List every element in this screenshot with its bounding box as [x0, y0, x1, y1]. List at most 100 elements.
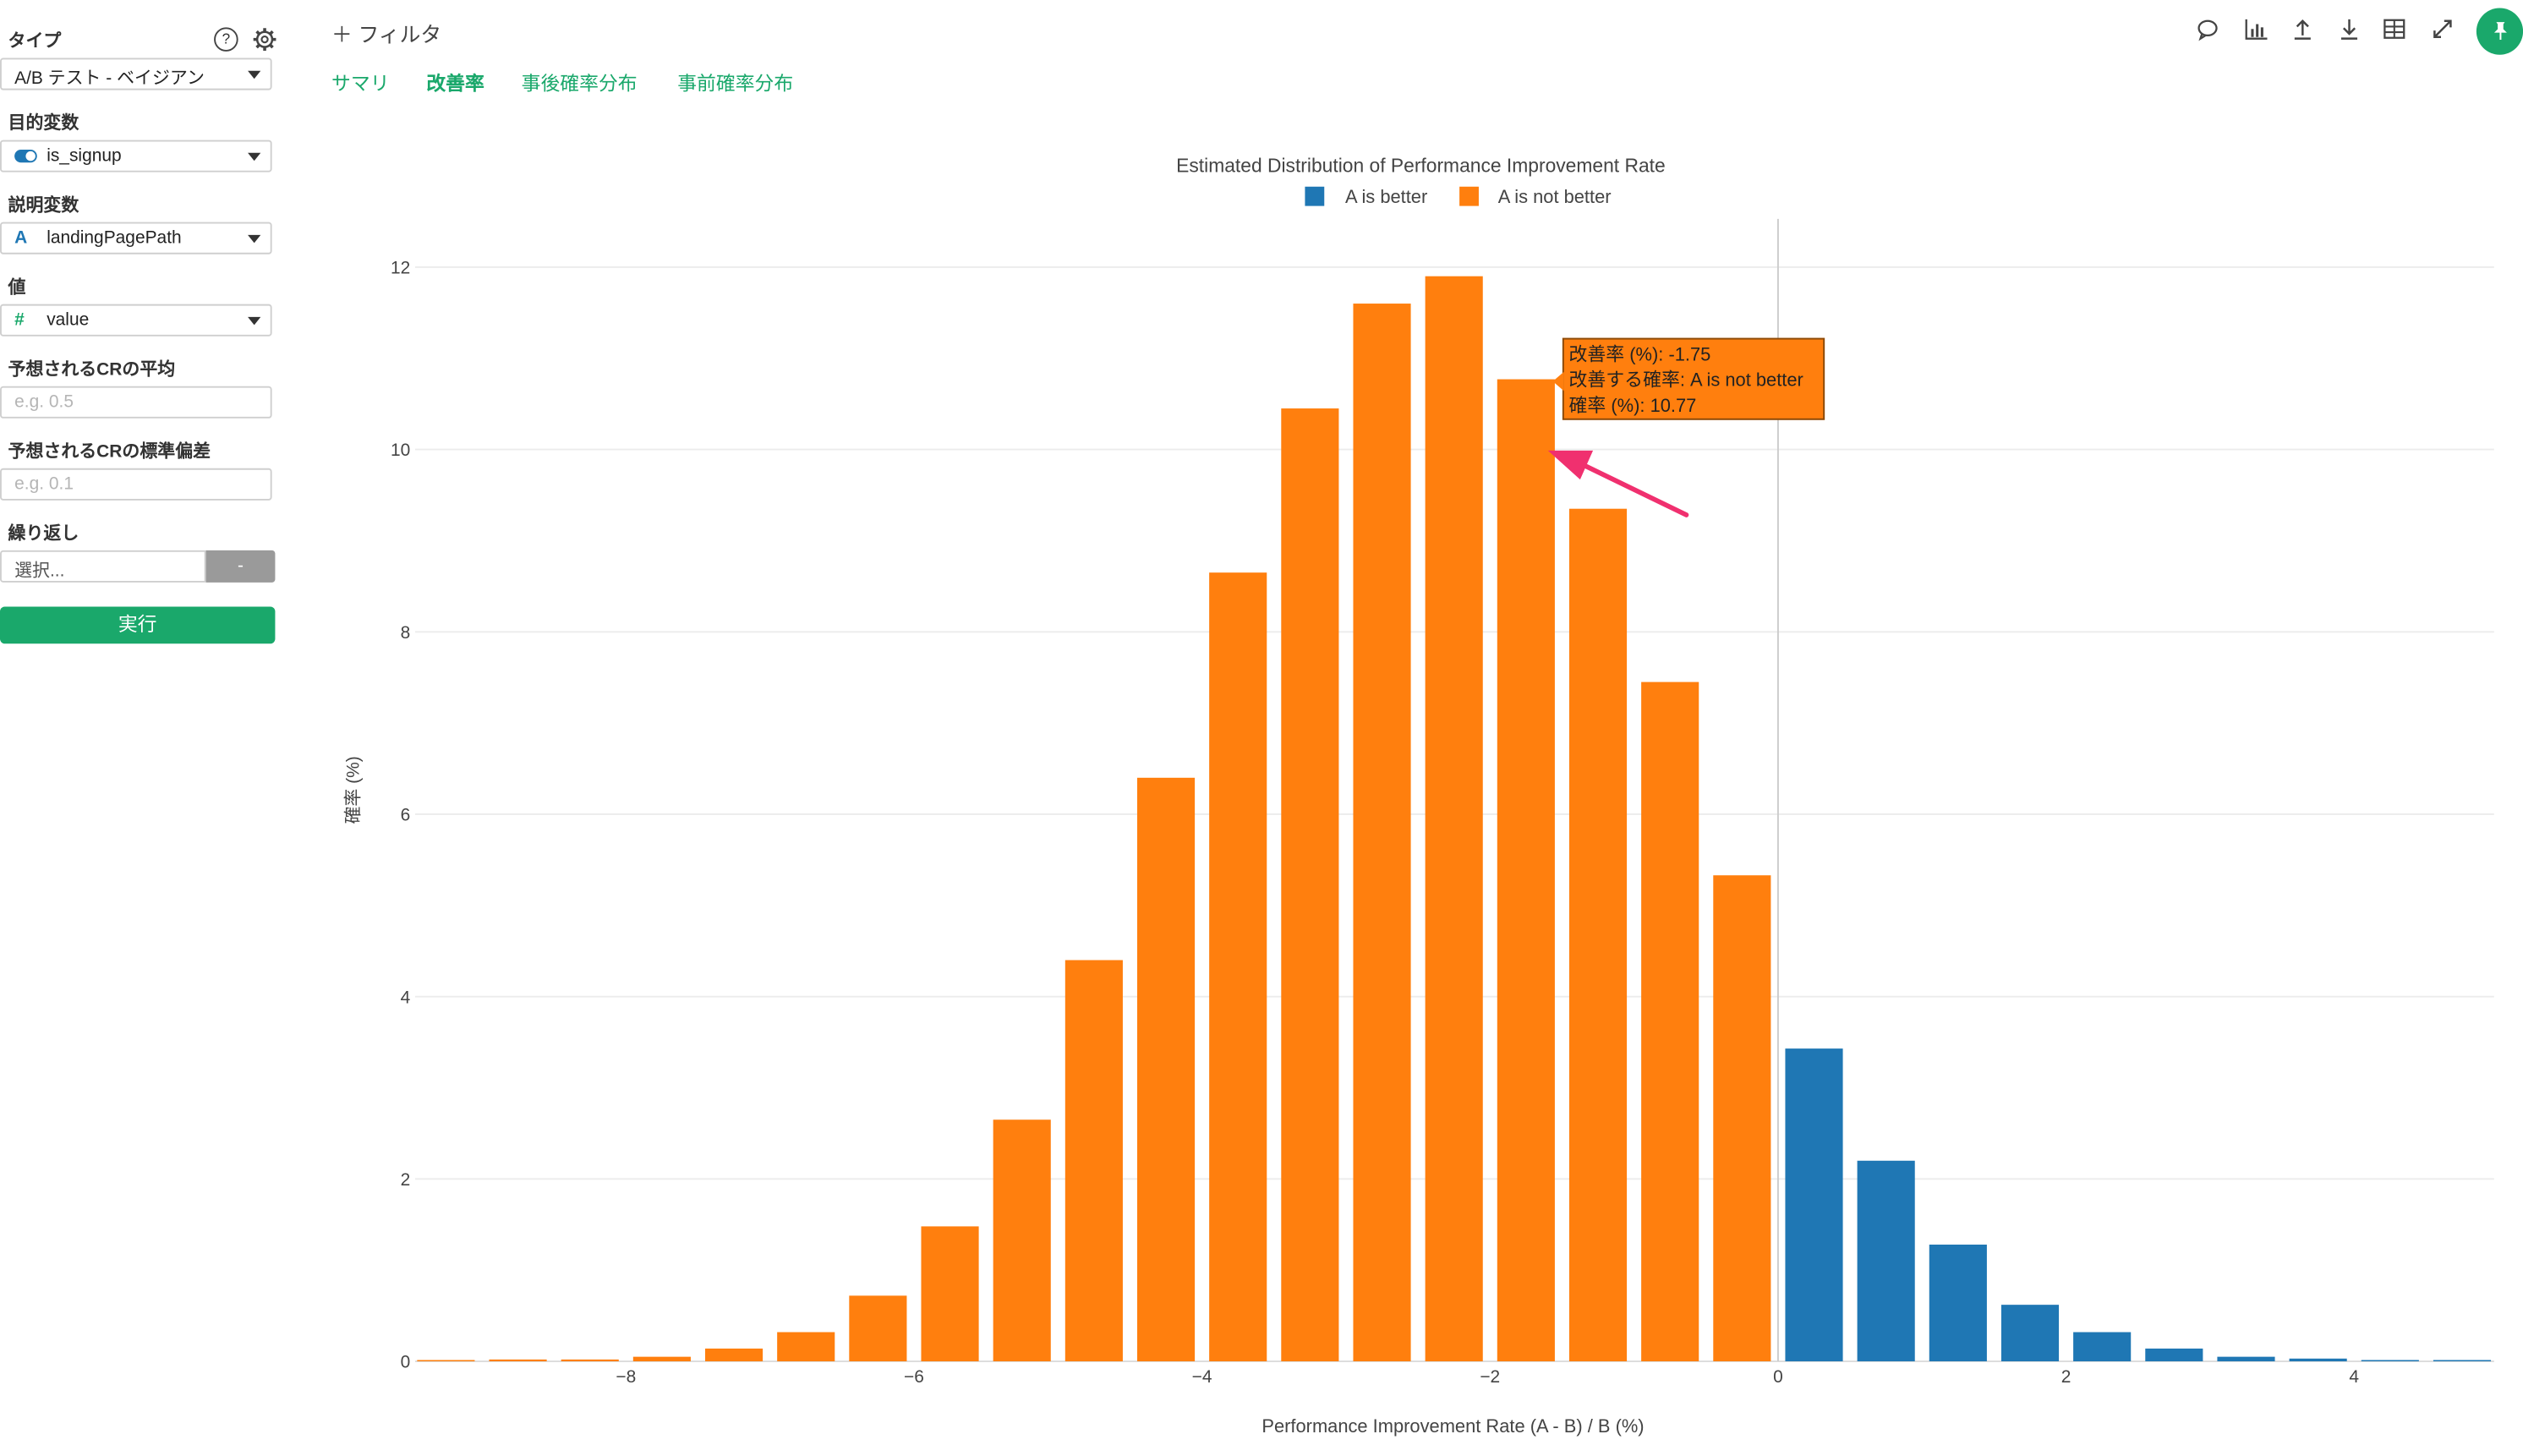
bar[interactable] [1353, 304, 1411, 1362]
x-tick-label: 0 [1773, 1367, 1783, 1387]
bar[interactable] [2145, 1348, 2203, 1362]
tooltip-line-prob: 確率 (%): 10.77 [1568, 397, 1697, 417]
bar[interactable] [2361, 1360, 2419, 1362]
explanatory-variable-label: 説明変数 [8, 196, 79, 216]
y-axis-label: 確率 (%) [343, 756, 363, 824]
bar[interactable] [1641, 681, 1699, 1362]
y-tick-label: 10 [391, 441, 410, 460]
bar[interactable] [1857, 1160, 1915, 1362]
x-tick-label: 4 [2349, 1367, 2359, 1387]
value-select-value: value [47, 310, 90, 331]
cr-mean-label: 予想されるCRの平均 [8, 360, 176, 380]
value-select[interactable]: # value [0, 304, 272, 337]
x-tick-label: −6 [904, 1367, 924, 1387]
bar[interactable] [921, 1226, 979, 1362]
bar[interactable] [2000, 1305, 2060, 1362]
tab-posterior[interactable]: 事後確率分布 [521, 72, 638, 96]
run-button[interactable]: 実行 [0, 606, 276, 644]
help-icon[interactable]: ? [214, 27, 238, 52]
chevron-down-icon [248, 152, 261, 161]
bar[interactable] [1713, 875, 1771, 1362]
tab-summary[interactable]: サマリ [331, 72, 390, 96]
tooltip-line-group: 改善する確率: A is not better [1568, 371, 1803, 391]
x-axis-label: Performance Improvement Rate (A - B) / B… [1262, 1415, 1644, 1437]
repeat-clear-button[interactable]: - [205, 550, 276, 583]
bar[interactable] [2433, 1360, 2492, 1362]
hover-tooltip: 改善率 (%): -1.75 改善する確率: A is not better 確… [1552, 337, 1825, 420]
x-tick-label: −4 [1192, 1367, 1212, 1387]
target-variable-select[interactable]: is_signup [0, 140, 272, 172]
bar[interactable] [632, 1356, 691, 1362]
y-tick-label: 12 [391, 259, 410, 278]
annotation-arrow [1547, 450, 1689, 517]
bar[interactable] [1785, 1048, 1843, 1362]
bar[interactable] [1497, 379, 1555, 1362]
y-tick-label: 4 [401, 988, 411, 1007]
x-tick-label: −2 [1480, 1367, 1500, 1387]
gear-icon[interactable] [253, 27, 277, 52]
table-icon[interactable] [2382, 16, 2407, 41]
explanatory-variable-select[interactable]: A landingPagePath [0, 222, 272, 255]
text-type-icon: A [14, 228, 28, 249]
bar[interactable] [561, 1359, 619, 1362]
y-tick-label: 8 [401, 623, 411, 643]
bar[interactable] [1568, 508, 1628, 1362]
cr-sd-input[interactable]: e.g. 0.1 [0, 468, 272, 501]
tab-improvement-rate[interactable]: 改善率 [426, 72, 484, 96]
bar[interactable] [1136, 777, 1196, 1362]
tooltip-line-rate: 改善率 (%): -1.75 [1568, 346, 1711, 366]
upload-icon[interactable] [2290, 16, 2315, 41]
pin-icon [2493, 22, 2506, 40]
cr-mean-placeholder: e.g. 0.5 [14, 392, 74, 413]
target-variable-value: is_signup [47, 146, 122, 167]
bar[interactable] [777, 1332, 835, 1362]
filter-button[interactable]: ＋ フィルタ [331, 22, 442, 47]
settings-sidebar: タイプ ? A/B テスト - ベイジアン 目的変数 is_signup 説明変… [0, 0, 276, 1456]
bar[interactable] [704, 1348, 763, 1362]
legend-swatch-a-is-better [1305, 186, 1325, 206]
bar[interactable] [849, 1295, 907, 1362]
y-tick-label: 2 [401, 1170, 411, 1190]
cr-sd-label: 予想されるCRの標準偏差 [8, 442, 211, 463]
bar-series [417, 276, 2492, 1362]
type-select-value: A/B テスト - ベイジアン [14, 68, 205, 89]
chart-title: Estimated Distribution of Performance Im… [1176, 155, 1666, 177]
x-tick-label: 2 [2061, 1367, 2071, 1387]
comment-icon[interactable] [2195, 16, 2220, 41]
bar[interactable] [1281, 408, 1339, 1362]
bar[interactable] [2073, 1332, 2132, 1362]
explanatory-variable-value: landingPagePath [47, 228, 182, 249]
cr-sd-placeholder: e.g. 0.1 [14, 474, 74, 495]
expand-icon[interactable] [2430, 16, 2455, 41]
y-tick-label: 6 [401, 806, 411, 825]
bar[interactable] [1929, 1244, 1987, 1362]
bar[interactable] [1425, 276, 1483, 1362]
chevron-down-icon [248, 316, 261, 326]
bar[interactable] [489, 1359, 547, 1362]
bar[interactable] [2289, 1358, 2347, 1362]
bar[interactable] [1064, 960, 1123, 1362]
chevron-down-icon [248, 234, 261, 244]
numeric-type-icon: # [14, 310, 25, 331]
chevron-down-icon [248, 70, 261, 79]
y-axis-ticks: 0 2 4 6 8 10 12 [391, 259, 411, 1372]
bar[interactable] [993, 1119, 1051, 1362]
tab-prior[interactable]: 事前確率分布 [677, 72, 794, 96]
bar[interactable] [1209, 572, 1267, 1362]
legend-label-a-is-not-better[interactable]: A is not better [1498, 186, 1612, 207]
repeat-select[interactable]: 選択... [0, 550, 206, 583]
x-tick-label: −8 [616, 1367, 636, 1387]
cr-mean-input[interactable]: e.g. 0.5 [0, 386, 272, 419]
bar[interactable] [417, 1360, 475, 1362]
bar-chart-icon[interactable] [2243, 16, 2269, 41]
value-label: 値 [8, 278, 26, 298]
target-variable-label: 目的変数 [8, 114, 79, 134]
chart-legend: A is better A is not better [1305, 186, 1612, 207]
pin-button[interactable] [2476, 8, 2523, 55]
type-select[interactable]: A/B テスト - ベイジアン [0, 57, 272, 90]
legend-swatch-a-is-not-better [1459, 186, 1479, 206]
bar[interactable] [2217, 1356, 2275, 1362]
download-icon[interactable] [2336, 16, 2362, 41]
legend-label-a-is-better[interactable]: A is better [1345, 186, 1427, 207]
